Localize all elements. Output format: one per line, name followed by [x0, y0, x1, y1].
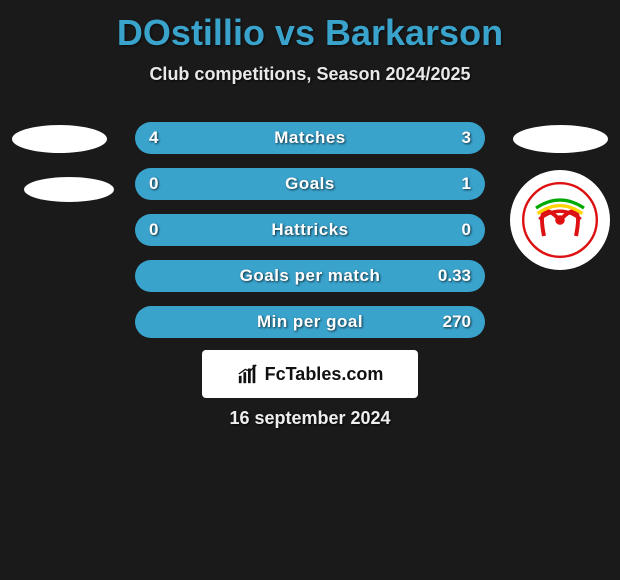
stat-right-value: 1	[462, 174, 471, 194]
stat-label: Goals	[285, 174, 335, 194]
stat-left-value: 0	[149, 220, 158, 240]
stat-row: 4 Matches 3	[135, 122, 485, 154]
chart-icon	[237, 363, 259, 385]
stat-row: 0 Goals 1	[135, 168, 485, 200]
player1-avatar-body	[24, 177, 114, 202]
stat-row: 0 Hattricks 0	[135, 214, 485, 246]
stat-right-value: 3	[462, 128, 471, 148]
stat-left-value: 4	[149, 128, 158, 148]
site-attribution: FcTables.com	[202, 350, 418, 398]
stat-row: Min per goal 270	[135, 306, 485, 338]
club-logo-icon	[520, 180, 600, 260]
player1-avatar-top	[12, 125, 107, 153]
player2-avatar-top	[513, 125, 608, 153]
stat-label: Hattricks	[271, 220, 348, 240]
stat-right-value: 270	[443, 312, 471, 332]
stat-label: Goals per match	[240, 266, 381, 286]
stat-right-value: 0.33	[438, 266, 471, 286]
page-subtitle: Club competitions, Season 2024/2025	[0, 64, 620, 85]
club-badge-right	[510, 170, 610, 270]
stat-left-value: 0	[149, 174, 158, 194]
stat-label: Min per goal	[257, 312, 363, 332]
stat-right-value: 0	[462, 220, 471, 240]
date-label: 16 september 2024	[0, 408, 620, 429]
site-label: FcTables.com	[265, 364, 384, 385]
stats-table: 4 Matches 3 0 Goals 1 0 Hattricks 0 Goal…	[135, 122, 485, 352]
stat-label: Matches	[274, 128, 346, 148]
page-title: DOstillio vs Barkarson	[0, 0, 620, 54]
stat-row: Goals per match 0.33	[135, 260, 485, 292]
